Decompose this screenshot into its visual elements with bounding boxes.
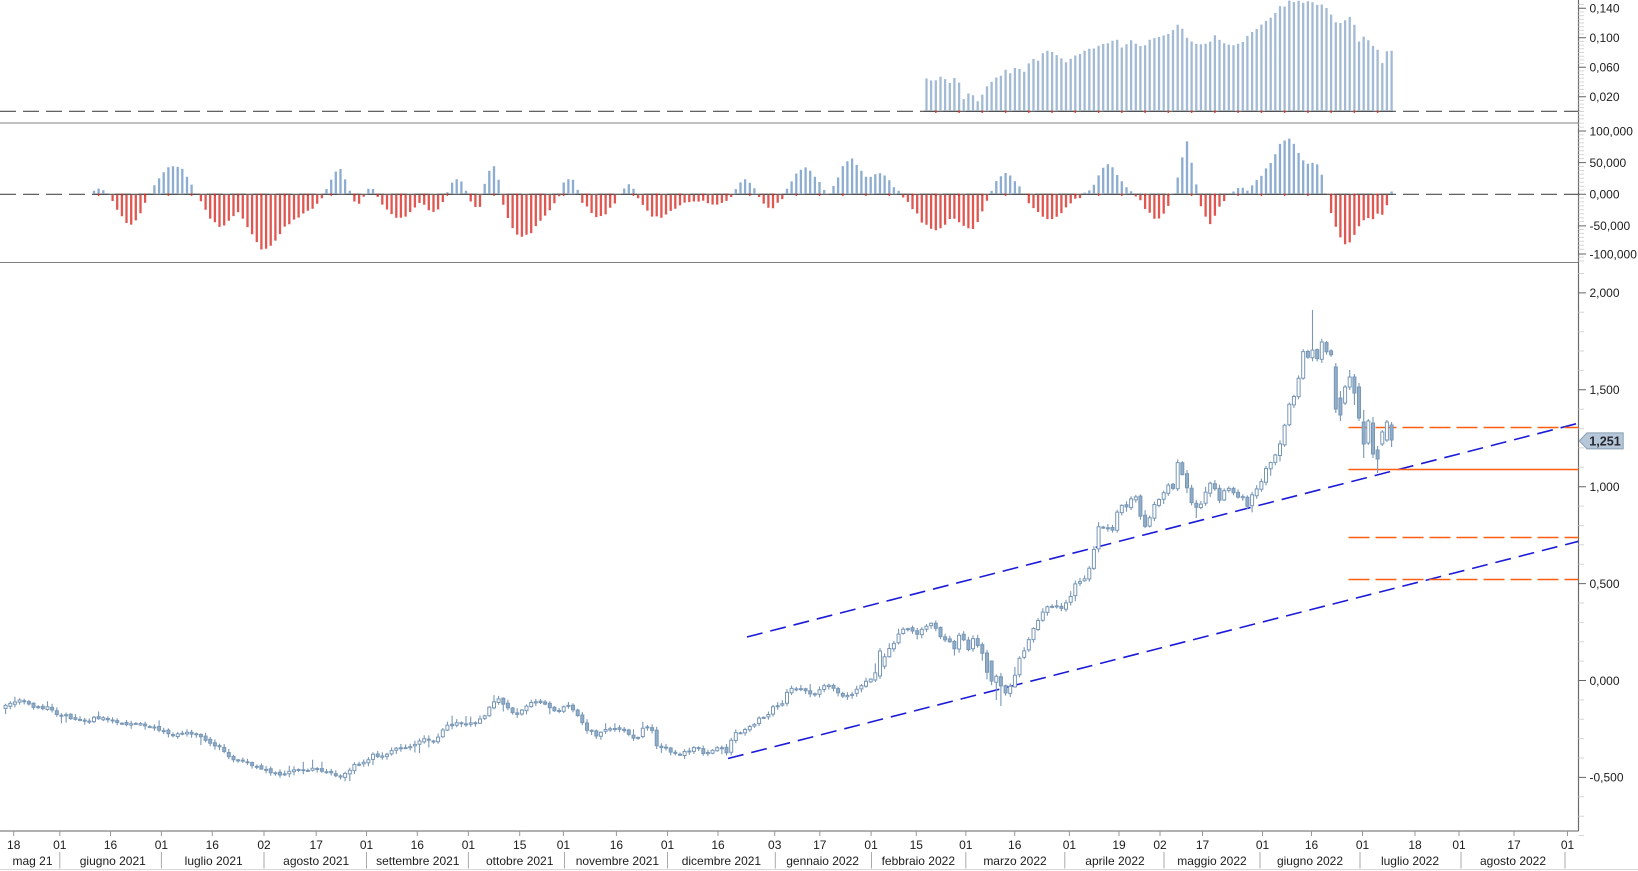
svg-text:0,140: 0,140 [1590,2,1620,16]
svg-text:maggio 2022: maggio 2022 [1177,854,1247,868]
svg-text:01: 01 [155,838,169,852]
svg-text:0,000: 0,000 [1590,674,1620,688]
svg-text:16: 16 [711,838,725,852]
svg-text:16: 16 [104,838,118,852]
svg-text:0,500: 0,500 [1590,577,1620,591]
svg-text:ottobre 2021: ottobre 2021 [486,854,554,868]
svg-text:giugno 2022: giugno 2022 [1277,854,1343,868]
svg-text:agosto 2022: agosto 2022 [1480,854,1546,868]
svg-text:100,000: 100,000 [1590,124,1634,138]
svg-text:16: 16 [411,838,425,852]
svg-text:01: 01 [360,838,374,852]
svg-text:02: 02 [1153,838,1167,852]
svg-text:01: 01 [1063,838,1077,852]
svg-text:gennaio 2022: gennaio 2022 [786,854,859,868]
svg-text:0,060: 0,060 [1590,61,1620,75]
svg-text:17: 17 [310,838,324,852]
svg-text:aprile 2022: aprile 2022 [1085,854,1145,868]
svg-text:0,000: 0,000 [1590,188,1620,202]
svg-text:1,251: 1,251 [1589,435,1621,449]
svg-text:16: 16 [1008,838,1022,852]
svg-text:03: 03 [768,838,782,852]
svg-text:agosto 2021: agosto 2021 [283,854,349,868]
svg-text:15: 15 [910,838,924,852]
svg-text:marzo 2022: marzo 2022 [983,854,1047,868]
svg-text:15: 15 [513,838,527,852]
svg-text:settembre 2021: settembre 2021 [376,854,460,868]
svg-text:0,020: 0,020 [1590,90,1620,104]
svg-text:luglio 2022: luglio 2022 [1381,854,1439,868]
svg-text:febbraio 2022: febbraio 2022 [882,854,956,868]
svg-text:0,100: 0,100 [1590,31,1620,45]
svg-text:17: 17 [1507,838,1521,852]
svg-text:1,000: 1,000 [1590,480,1620,494]
svg-text:01: 01 [959,838,973,852]
svg-text:16: 16 [206,838,220,852]
svg-text:01: 01 [557,838,571,852]
svg-text:-0,500: -0,500 [1590,771,1624,785]
svg-text:01: 01 [864,838,878,852]
svg-text:novembre 2021: novembre 2021 [576,854,660,868]
svg-text:01: 01 [462,838,476,852]
svg-text:17: 17 [813,838,827,852]
svg-text:luglio 2021: luglio 2021 [185,854,243,868]
svg-text:16: 16 [610,838,624,852]
svg-text:50,000: 50,000 [1590,156,1627,170]
svg-text:16: 16 [1305,838,1319,852]
svg-text:2,000: 2,000 [1590,286,1620,300]
svg-text:giugno 2021: giugno 2021 [80,854,146,868]
svg-text:01: 01 [1356,838,1370,852]
svg-text:01: 01 [661,838,675,852]
svg-text:02: 02 [257,838,271,852]
svg-text:-100,000: -100,000 [1590,247,1638,261]
svg-text:01: 01 [1452,838,1466,852]
svg-text:19: 19 [1112,838,1126,852]
svg-text:18: 18 [1408,838,1422,852]
svg-text:01: 01 [53,838,67,852]
svg-text:-50,000: -50,000 [1590,219,1631,233]
svg-text:18: 18 [7,838,21,852]
svg-text:01: 01 [1561,838,1575,852]
svg-text:dicembre 2021: dicembre 2021 [682,854,762,868]
svg-text:17: 17 [1196,838,1210,852]
svg-text:mag 21: mag 21 [12,854,52,868]
svg-text:1,500: 1,500 [1590,383,1620,397]
svg-text:01: 01 [1256,838,1270,852]
